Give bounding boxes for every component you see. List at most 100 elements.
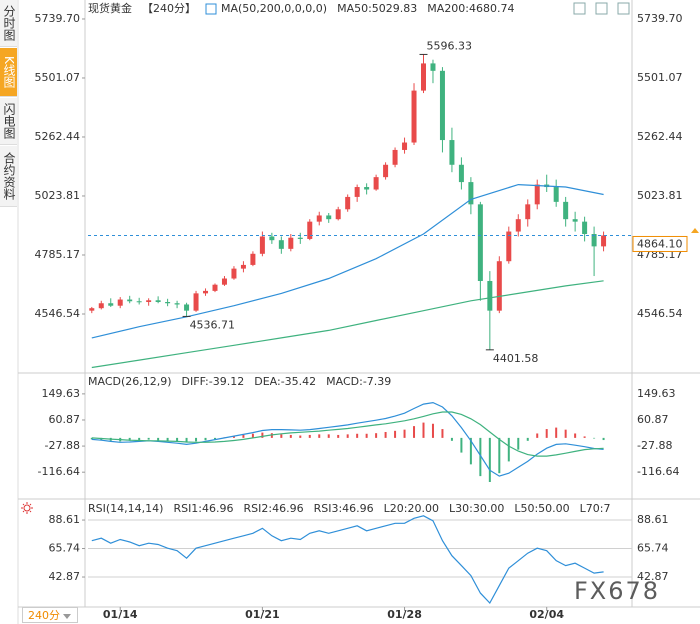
legend-entry: MA200:4680.74 — [427, 2, 514, 15]
y-tick-label: 65.74 — [49, 542, 81, 555]
y-tick-label-right: 60.87 — [637, 413, 669, 426]
candle-body — [155, 300, 161, 303]
side-tab[interactable]: 合约资料 — [0, 146, 17, 207]
icon-button[interactable] — [573, 2, 586, 15]
candle-body — [534, 184, 540, 205]
ma-line — [91, 280, 604, 369]
x-tick-label: 02/04 — [529, 608, 564, 621]
x-tick-label: 01/28 — [387, 608, 422, 621]
candle-body — [174, 303, 180, 305]
y-tick-label-right: -116.64 — [637, 465, 679, 478]
candle-body — [231, 268, 237, 279]
candle-body — [136, 301, 142, 303]
watermark: FX678 — [574, 577, 660, 605]
candle-body — [591, 234, 597, 247]
candle-body — [316, 215, 322, 222]
legend-entry: L20:20.00 — [384, 502, 439, 515]
candle-body — [117, 299, 123, 306]
candle-body — [345, 196, 351, 210]
indicator-title: RSI(14,14,14) — [88, 502, 163, 515]
candle-body — [288, 237, 294, 249]
candle-body — [146, 300, 152, 303]
candle-body — [193, 293, 199, 311]
y-tick-label: 60.87 — [49, 413, 81, 426]
period-label[interactable]: 240分 — [28, 609, 60, 622]
candle-body — [582, 221, 588, 235]
candle-body — [297, 237, 303, 239]
candle-body — [515, 219, 521, 232]
candle-body — [553, 187, 559, 202]
y-tick-label-right: -27.88 — [637, 439, 672, 452]
candle-body — [203, 290, 209, 294]
y-tick-label: 42.87 — [49, 570, 81, 583]
y-tick-label: 5023.81 — [35, 189, 81, 202]
settings-icon[interactable] — [21, 502, 33, 514]
side-tab[interactable]: 闪电图 — [0, 98, 17, 145]
annotation-label: 5596.33 — [426, 39, 472, 52]
x-tick-label: 01/14 — [103, 608, 138, 621]
y-tick-label: 4785.17 — [35, 248, 81, 261]
candle-body — [259, 236, 265, 254]
y-tick-label: 5501.07 — [35, 71, 81, 84]
candle-body — [373, 177, 379, 190]
annotation-label: 4536.71 — [190, 318, 236, 331]
indicator-title: MACD(26,12,9) — [88, 375, 172, 388]
candle-body — [506, 231, 512, 262]
y-tick-label-right: 5262.44 — [637, 130, 683, 143]
candle-body — [165, 302, 171, 304]
candle-body — [278, 240, 284, 249]
candle-body — [307, 221, 313, 239]
candle-body — [449, 140, 455, 165]
side-tab[interactable]: K线图 — [0, 48, 17, 97]
candle-body — [496, 261, 502, 311]
candle-body — [392, 149, 398, 165]
toolbar-icons[interactable] — [573, 2, 630, 15]
legend-entry: RSI2:46.96 — [244, 502, 304, 515]
candle-body — [269, 236, 275, 241]
icon[interactable] — [23, 504, 31, 512]
y-tick-label-right: 5023.81 — [637, 189, 683, 202]
y-tick-label: 88.61 — [49, 513, 81, 526]
macd-line — [91, 401, 604, 477]
y-tick-label-right: 4546.54 — [637, 307, 683, 320]
last-price-label: 4864.10 — [637, 237, 683, 250]
icon-button[interactable] — [617, 2, 630, 15]
y-tick-label: 5739.70 — [35, 12, 81, 25]
candle-body — [477, 204, 483, 281]
candle-body — [184, 304, 190, 311]
legend-entry: RSI3:46.96 — [314, 502, 374, 515]
macd-line — [91, 411, 604, 457]
legend-entry: L30:30.00 — [449, 502, 504, 515]
annotation-label: 4401.58 — [493, 352, 539, 365]
y-tick-label: 149.63 — [42, 387, 81, 400]
legend-entry: L70:7 — [580, 502, 611, 515]
y-tick-label-right: 5501.07 — [637, 71, 683, 84]
candle-body — [98, 303, 104, 309]
icon[interactable] — [21, 502, 33, 514]
candle-body — [402, 142, 408, 150]
y-tick-label-right: 5739.70 — [637, 12, 683, 25]
y-tick-label-right: 149.63 — [637, 387, 676, 400]
period-tag: 【240分】 — [142, 2, 196, 15]
icon-button[interactable] — [595, 2, 608, 15]
period-selector[interactable]: 240分 — [22, 607, 78, 623]
side-tab[interactable]: 分时图 — [0, 0, 17, 47]
x-tick-label: 01/21 — [245, 608, 280, 621]
candle-body — [383, 164, 389, 178]
ma-line — [91, 183, 604, 339]
candle-body — [468, 182, 474, 205]
candle-body — [563, 201, 569, 220]
dropdown-arrow[interactable] — [63, 614, 71, 619]
candle-body — [487, 280, 493, 311]
candle-body — [430, 63, 436, 71]
chart-title: 现货黄金 — [88, 1, 132, 15]
candle-body — [89, 308, 95, 311]
candle-body — [439, 70, 445, 141]
candle-body — [335, 209, 341, 220]
legend-entry: MA50:5029.83 — [337, 2, 417, 15]
legend-entry: MACD:-7.39 — [326, 375, 391, 388]
candle-body — [525, 204, 531, 220]
legend-entry: DIFF:-39.12 — [182, 375, 245, 388]
candle-body — [250, 253, 256, 265]
candle-body — [240, 264, 246, 269]
